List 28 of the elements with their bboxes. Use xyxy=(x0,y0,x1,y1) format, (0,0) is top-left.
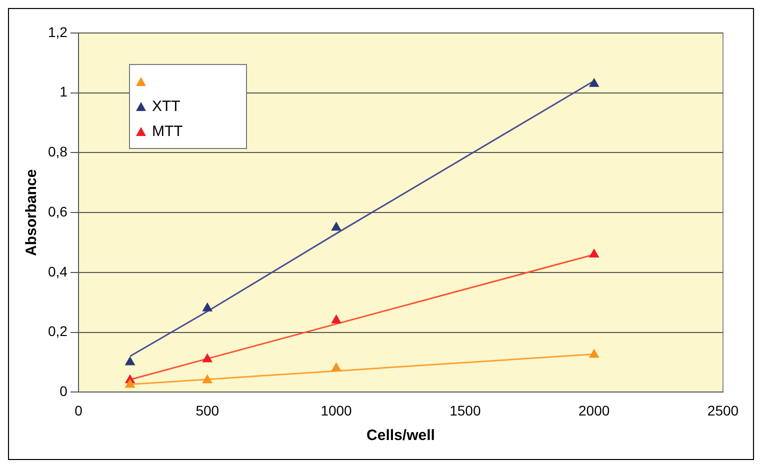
y-tick-label: 0,6 xyxy=(48,203,68,220)
legend-label: MTT xyxy=(152,123,183,140)
point xyxy=(331,222,342,231)
y-tick-label: 1 xyxy=(60,84,68,100)
y-tick-label: 0,4 xyxy=(48,263,68,280)
y-tick-label: 0 xyxy=(60,383,68,400)
point xyxy=(589,78,599,87)
legend-label: XTT xyxy=(152,98,180,115)
point xyxy=(589,249,599,258)
point xyxy=(331,314,342,324)
y-tick-label: 0,8 xyxy=(48,144,68,160)
x-tick-label: 500 xyxy=(196,402,220,418)
point xyxy=(331,362,342,372)
point xyxy=(125,379,135,388)
point xyxy=(202,374,212,384)
point xyxy=(202,302,212,312)
point xyxy=(589,349,599,358)
y-axis-title: Absorbance xyxy=(23,169,40,256)
y-tick-label: 1,2 xyxy=(48,24,68,40)
x-tick-label: 0 xyxy=(74,402,83,418)
y-tick-label: 0,2 xyxy=(48,323,68,340)
x-axis-title: Cells/well xyxy=(366,427,435,444)
point xyxy=(202,354,212,362)
point xyxy=(125,356,135,366)
x-tick-label: 1500 xyxy=(450,402,481,418)
x-tick-label: 2500 xyxy=(707,402,739,418)
x-tick-label: 2000 xyxy=(578,402,610,418)
x-tick-label: 1000 xyxy=(320,402,352,418)
